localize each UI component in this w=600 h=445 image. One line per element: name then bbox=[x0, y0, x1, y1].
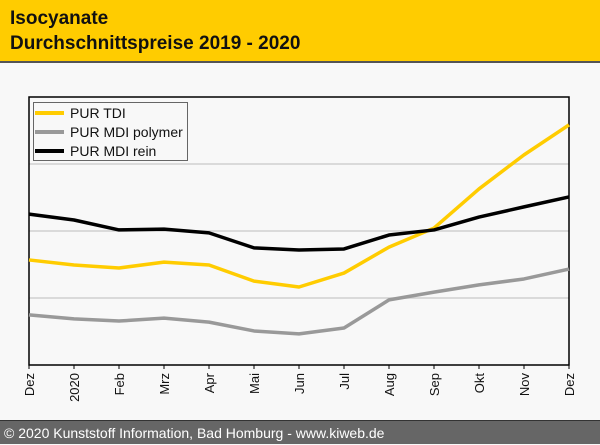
series-line-pur-mdi-polymer bbox=[28, 267, 570, 336]
title-line-2: Durchschnittspreise 2019 - 2020 bbox=[10, 33, 301, 54]
legend-label: PUR TDI bbox=[70, 105, 126, 121]
footer-copyright: © 2020 Kunststoff Information, Bad Hombu… bbox=[0, 420, 600, 444]
x-tick-label: Mrz bbox=[157, 373, 172, 395]
x-tick-label: Dez bbox=[562, 373, 577, 396]
x-tick-label: Jul bbox=[337, 373, 352, 390]
legend-label: PUR MDI rein bbox=[70, 143, 156, 159]
x-tick-label: Dez bbox=[22, 373, 37, 396]
title-line-1: Isocyanate bbox=[10, 8, 109, 29]
line-chart: Dez 2020 Feb Mrz Apr Mai Jun Jul Aug Sep Okt Nov Dez… bbox=[22, 96, 577, 402]
header-banner: Isocyanate Durchschnittspreise 2019 - 20… bbox=[0, 0, 600, 63]
x-tick-label: Nov bbox=[517, 373, 532, 397]
x-tick-label: Sep bbox=[427, 373, 442, 396]
x-tick-label: Apr bbox=[202, 372, 217, 393]
series-line-pur-mdi-rein bbox=[28, 195, 570, 252]
x-tick-label: 2020 bbox=[67, 373, 82, 402]
x-tick-label: Jun bbox=[292, 373, 307, 394]
x-tick-label: Okt bbox=[472, 373, 487, 394]
x-tick-label: Feb bbox=[112, 373, 127, 395]
series-line-pur-tdi bbox=[28, 123, 570, 289]
x-tick-label: Mai bbox=[247, 373, 262, 394]
legend-label: PUR MDI polymer bbox=[70, 124, 183, 140]
x-tick-label: Aug bbox=[382, 373, 397, 396]
